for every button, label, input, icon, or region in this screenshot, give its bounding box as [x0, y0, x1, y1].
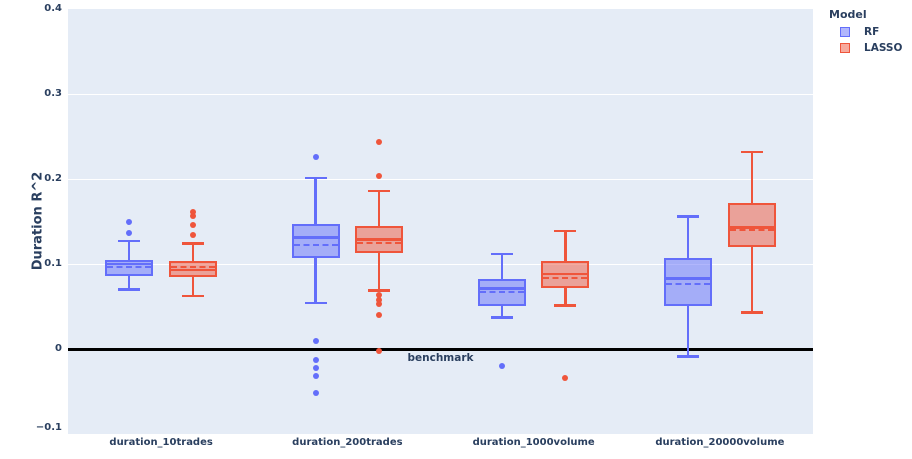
- whisker-cap: [368, 189, 391, 193]
- whisker-cap: [304, 176, 327, 180]
- outlier-dot-lasso-duration_200trades[interactable]: [376, 312, 383, 318]
- legend: Model RF LASSO: [829, 8, 902, 58]
- whisker-cap: [554, 229, 577, 233]
- outlier-dot-lasso-duration_200trades[interactable]: [376, 347, 383, 354]
- box-lasso-duration_10trades[interactable]: [168, 260, 217, 277]
- whisker-stem: [564, 287, 567, 306]
- y-axis-title: Duration R^2: [30, 171, 46, 271]
- outlier-dot-lasso-duration_200trades[interactable]: [376, 138, 383, 145]
- outlier-dot-lasso-duration_10trades[interactable]: [189, 221, 196, 228]
- whisker-stem: [564, 230, 567, 261]
- mean-line: [543, 276, 588, 279]
- whisker-stem: [314, 178, 317, 225]
- outlier-dot-lasso-duration_200trades[interactable]: [376, 173, 383, 180]
- whisker-cap: [740, 150, 763, 153]
- box-rf-duration_20000volume[interactable]: [664, 258, 713, 306]
- x-tick-label: duration_10trades: [109, 437, 213, 448]
- y-tick-label: 0.4: [44, 3, 62, 14]
- outlier-dot-rf-duration_200trades[interactable]: [312, 364, 319, 371]
- legend-item-rf[interactable]: RF: [829, 26, 902, 38]
- median-line: [170, 268, 215, 272]
- median-line: [357, 238, 402, 241]
- box-lasso-duration_20000volume[interactable]: [727, 202, 776, 247]
- benchmark-annotation: benchmark: [407, 352, 474, 364]
- outlier-dot-rf-duration_200trades[interactable]: [312, 153, 319, 160]
- whisker-cap: [181, 295, 204, 298]
- y-tick-label: 0.3: [44, 88, 62, 99]
- median-line: [479, 287, 524, 290]
- whisker-cap: [677, 355, 700, 358]
- y-tick-label: 0.2: [44, 173, 62, 184]
- whisker-cap: [118, 239, 141, 243]
- whisker-stem: [500, 305, 503, 318]
- whisker-cap: [554, 304, 577, 307]
- legend-label-lasso: LASSO: [864, 42, 903, 54]
- whisker-stem: [191, 243, 194, 261]
- outlier-dot-rf-duration_200trades[interactable]: [312, 338, 319, 345]
- whisker-stem: [191, 276, 194, 297]
- whisker-cap: [740, 311, 763, 314]
- outlier-dot-lasso-duration_1000volume[interactable]: [562, 374, 569, 381]
- mean-line: [729, 229, 774, 231]
- outlier-dot-lasso-duration_200trades[interactable]: [376, 291, 383, 298]
- mean-line: [107, 265, 152, 268]
- mean-line: [357, 241, 402, 244]
- gridline: [68, 263, 813, 265]
- median-line: [543, 273, 588, 276]
- outlier-dot-rf-duration_200trades[interactable]: [312, 390, 319, 397]
- x-tick-label: duration_20000volume: [655, 437, 785, 448]
- whisker-cap: [368, 289, 391, 292]
- y-tick-label: −0.1: [35, 422, 62, 433]
- whisker-stem: [378, 190, 381, 226]
- legend-item-lasso[interactable]: LASSO: [829, 42, 902, 54]
- whisker-cap: [490, 252, 513, 255]
- whisker-cap: [677, 215, 700, 218]
- whisker-stem: [314, 258, 317, 304]
- legend-swatch-rf-icon: [840, 27, 850, 37]
- outlier-dot-rf-duration_10trades[interactable]: [126, 230, 133, 237]
- whisker-stem: [128, 275, 131, 290]
- outlier-dot-rf-duration_10trades[interactable]: [126, 219, 133, 226]
- outlier-dot-lasso-duration_10trades[interactable]: [189, 213, 196, 220]
- mean-line: [293, 244, 338, 247]
- mean-line: [479, 291, 524, 294]
- whisker-cap: [118, 288, 141, 291]
- whisker-stem: [378, 252, 381, 291]
- x-tick-label: duration_1000volume: [472, 437, 595, 448]
- gridline: [68, 93, 813, 95]
- box-rf-duration_200trades[interactable]: [291, 224, 340, 259]
- benchmark-line: [68, 347, 813, 351]
- outlier-dot-lasso-duration_200trades[interactable]: [376, 296, 383, 303]
- whisker-stem: [750, 247, 753, 313]
- whisker-stem: [686, 305, 690, 357]
- whisker-cap: [181, 242, 204, 245]
- legend-label-rf: RF: [864, 26, 880, 38]
- gridline: [68, 178, 813, 180]
- legend-swatch-lasso-icon: [840, 43, 850, 53]
- outlier-dot-rf-duration_1000volume[interactable]: [498, 363, 505, 369]
- whisker-stem: [500, 253, 503, 280]
- y-tick-label: 0.1: [44, 258, 62, 269]
- median-line: [666, 277, 711, 280]
- whisker-stem: [128, 241, 131, 260]
- mean-line: [170, 266, 215, 269]
- whisker-cap: [304, 301, 327, 305]
- outlier-dot-lasso-duration_10trades[interactable]: [189, 209, 196, 216]
- median-line: [729, 226, 774, 229]
- outlier-dot-lasso-duration_10trades[interactable]: [189, 232, 196, 239]
- whisker-stem: [750, 151, 753, 203]
- median-line: [293, 236, 338, 239]
- median-line: [107, 262, 152, 266]
- x-tick-label: duration_200trades: [292, 437, 403, 448]
- mean-line: [666, 283, 711, 286]
- whisker-stem: [686, 216, 690, 259]
- y-tick-label: 0: [55, 343, 62, 354]
- outlier-dot-lasso-duration_200trades[interactable]: [376, 300, 383, 307]
- outlier-dot-rf-duration_200trades[interactable]: [312, 373, 319, 380]
- plot-area: [68, 9, 813, 434]
- whisker-cap: [490, 316, 513, 319]
- legend-title: Model: [829, 8, 867, 21]
- outlier-dot-rf-duration_200trades[interactable]: [312, 357, 319, 364]
